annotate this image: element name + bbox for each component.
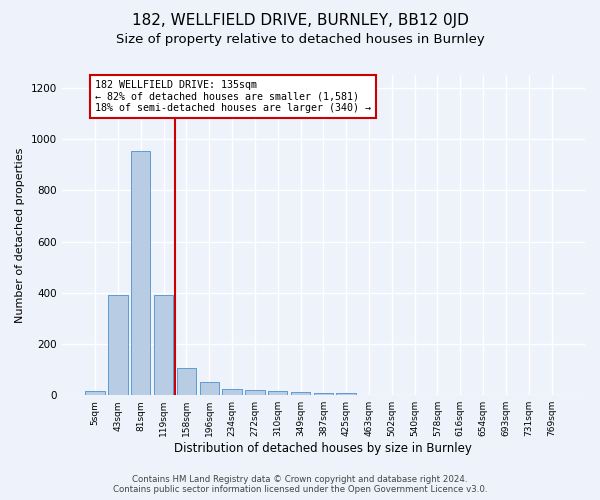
Bar (291, 392, 310, 395)
Bar (268, 392, 287, 395)
Bar (200, 382, 219, 395)
Bar (337, 393, 356, 395)
Text: Contains public sector information licensed under the Open Government Licence v3: Contains public sector information licen… (113, 485, 487, 494)
Bar (108, 296, 128, 395)
Bar (177, 368, 196, 395)
Bar (314, 392, 333, 395)
Bar (131, 150, 151, 395)
Bar (154, 296, 173, 395)
Bar (245, 390, 265, 395)
Text: Size of property relative to detached houses in Burnley: Size of property relative to detached ho… (116, 32, 484, 46)
Y-axis label: Number of detached properties: Number of detached properties (15, 148, 25, 323)
Text: Contains HM Land Registry data © Crown copyright and database right 2024.: Contains HM Land Registry data © Crown c… (132, 475, 468, 484)
Bar (85, 392, 105, 395)
Bar (223, 389, 242, 395)
X-axis label: Distribution of detached houses by size in Burnley: Distribution of detached houses by size … (175, 442, 472, 455)
Text: 182 WELLFIELD DRIVE: 135sqm
← 82% of detached houses are smaller (1,581)
18% of : 182 WELLFIELD DRIVE: 135sqm ← 82% of det… (95, 80, 371, 114)
Text: 182, WELLFIELD DRIVE, BURNLEY, BB12 0JD: 182, WELLFIELD DRIVE, BURNLEY, BB12 0JD (131, 12, 469, 28)
